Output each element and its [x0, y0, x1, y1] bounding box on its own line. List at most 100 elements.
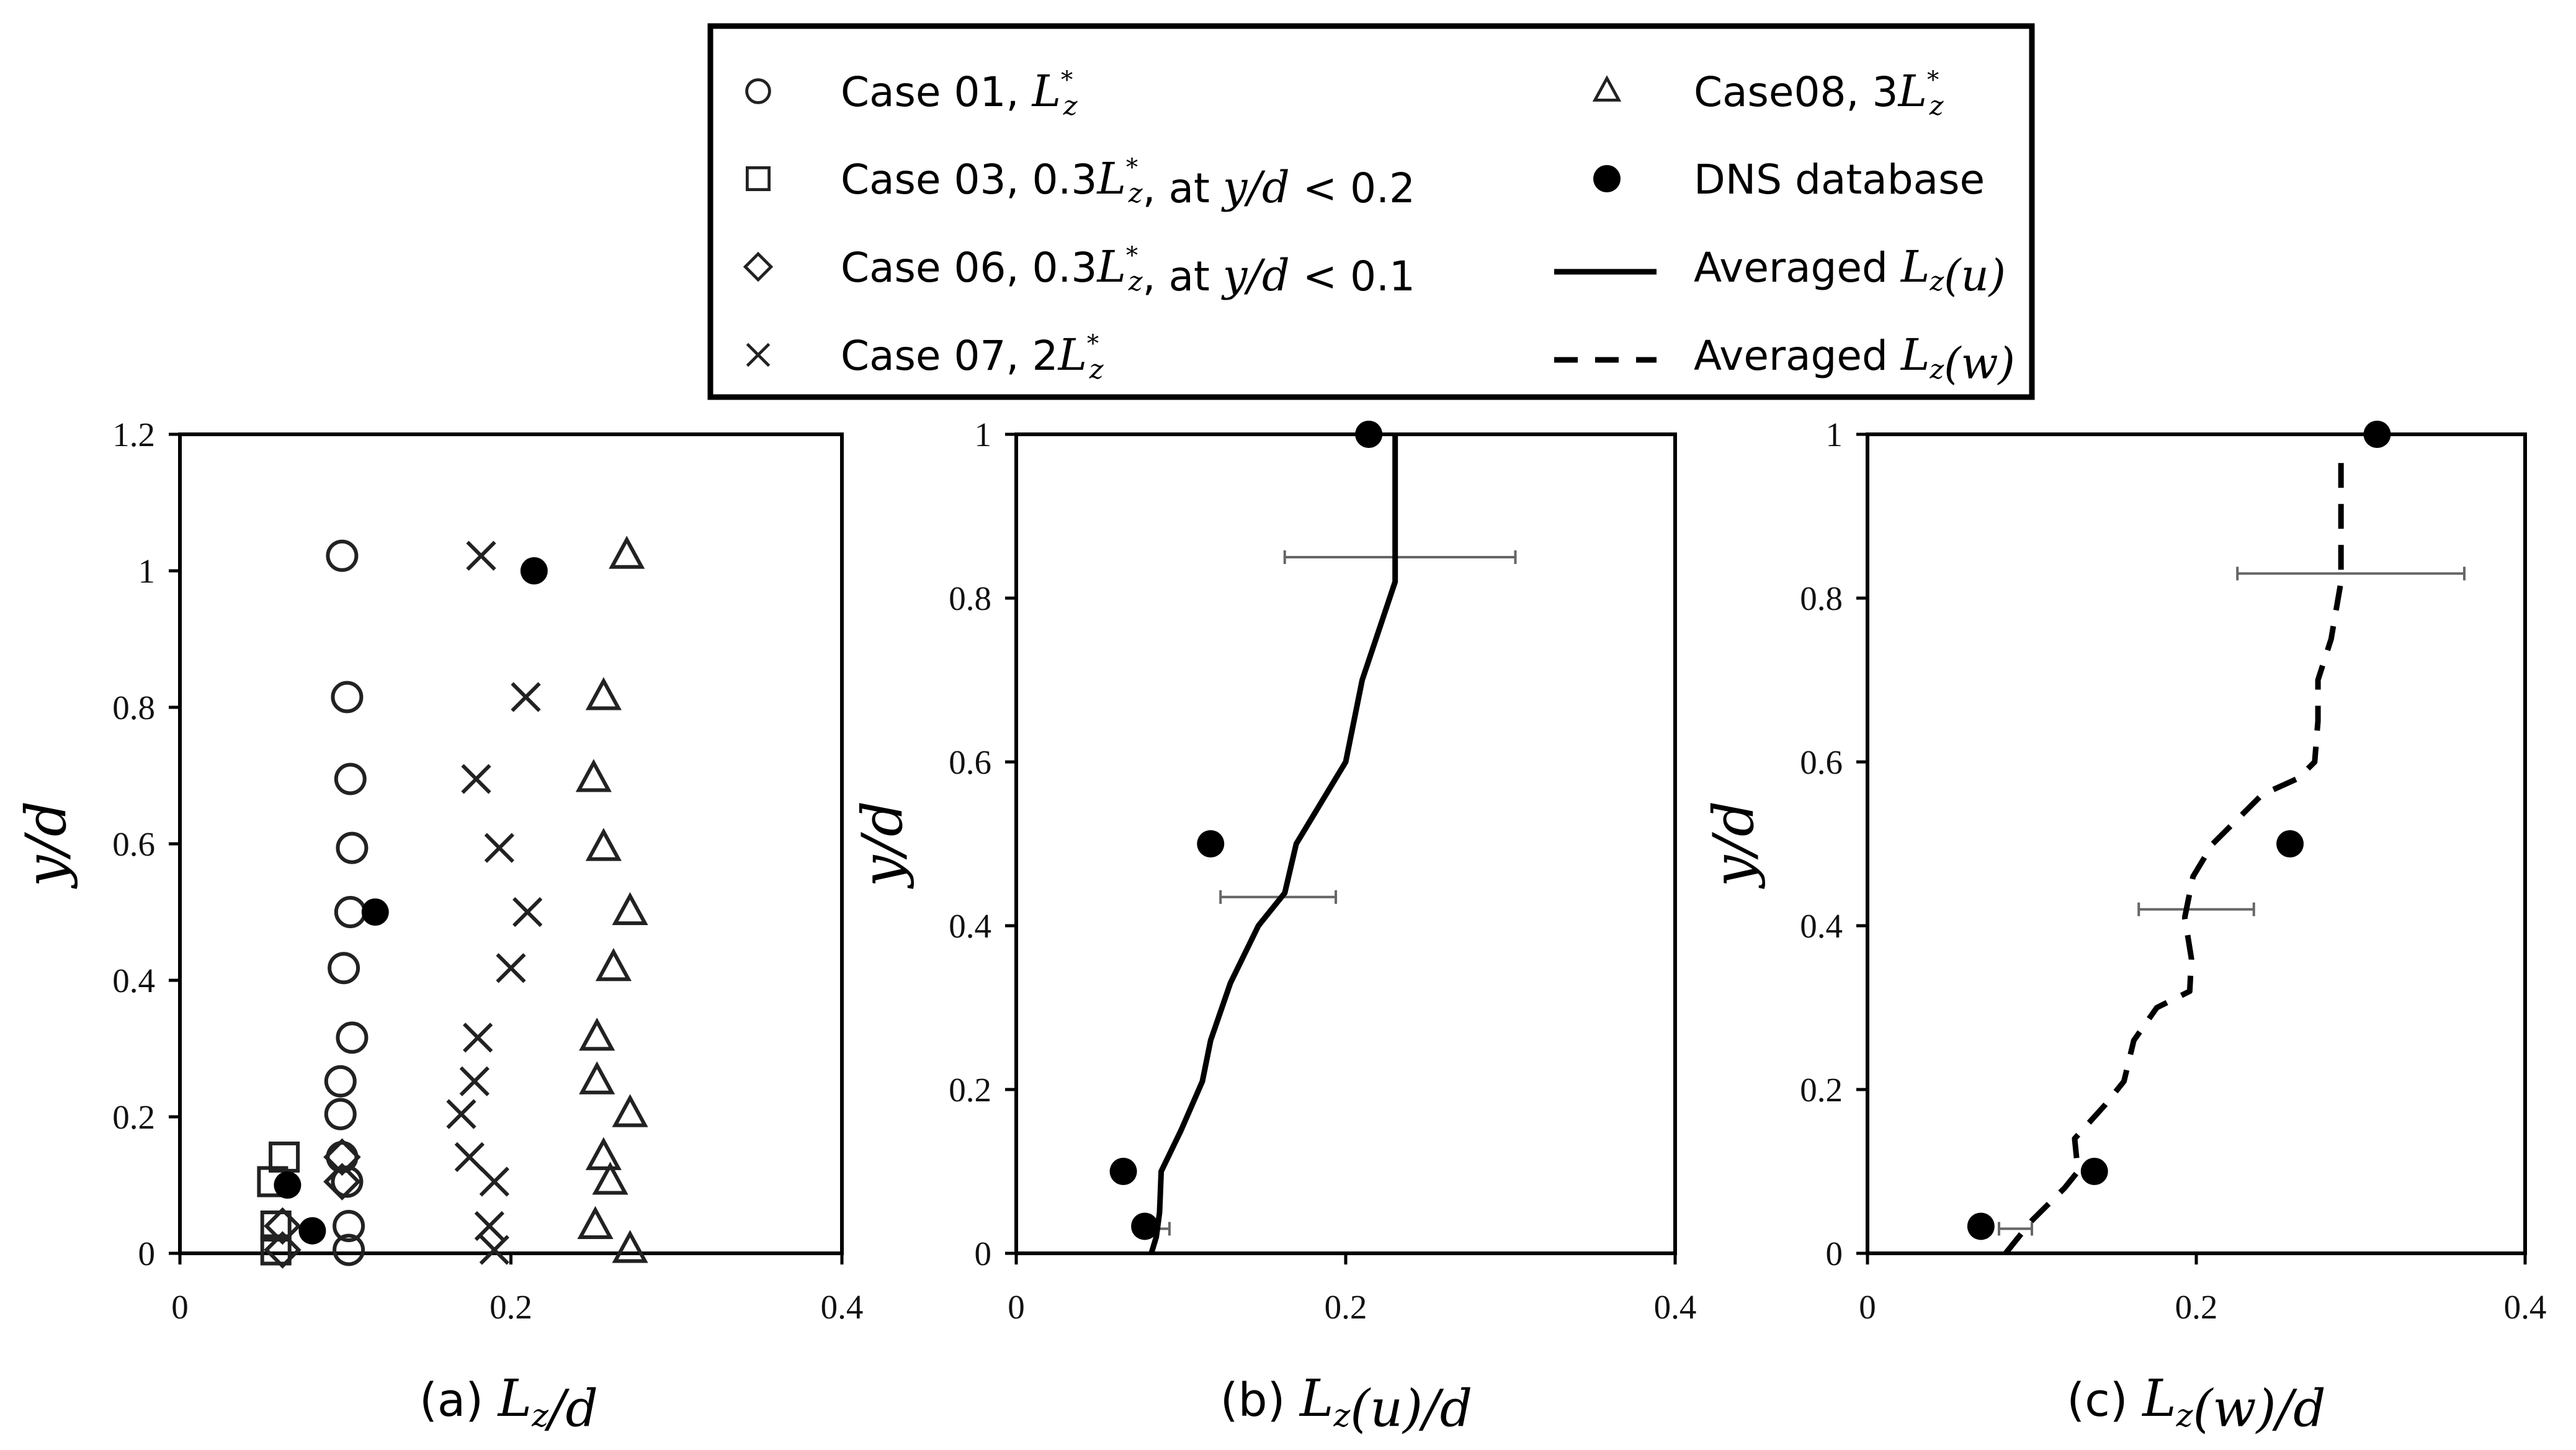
data-point [461, 764, 491, 794]
data-point [612, 1094, 648, 1127]
data-point [577, 1206, 614, 1239]
data-point [333, 1210, 365, 1242]
y-tick-label: 0.8 [112, 689, 155, 727]
y-tick-label: 0.8 [949, 580, 991, 617]
y-tick-label: 0 [1826, 1235, 1843, 1273]
legend-label: DNS database [1694, 156, 1985, 204]
data-point [326, 539, 359, 572]
data-point [1355, 421, 1383, 448]
data-point [2276, 830, 2304, 857]
data-point [1967, 1212, 1995, 1240]
data-point [334, 896, 367, 928]
data-point [331, 681, 364, 714]
data-point [324, 1098, 357, 1130]
y-tick-label: 0.8 [1800, 580, 1843, 617]
data-point [2080, 1158, 2108, 1185]
panel-a: 0 0.2 0.4 0.6 0.8 1 1.2 0 0.2 0.4 y/d (a) Lz/d [14, 416, 863, 1438]
panel-b: 0 0.2 0.4 0.6 0.8 1 0 0.2 0.4 y/d (b) Lz(u)/d [850, 416, 1696, 1438]
legend-item: Case08, 3L* z [1592, 66, 1944, 122]
y-tick-label: 1 [1826, 416, 1843, 454]
legend-label: Case 01, L* z [841, 66, 1078, 122]
data-point [479, 1166, 509, 1197]
data-point [609, 535, 645, 569]
data-point [484, 833, 514, 863]
series-cross [446, 540, 543, 1265]
y-tick-label: 1 [975, 416, 992, 454]
y-tick-label: 0 [975, 1235, 992, 1273]
data-point [334, 763, 367, 795]
series-dot-filled [274, 557, 548, 1245]
data-point [264, 1207, 302, 1245]
data-point [466, 540, 496, 571]
x-tick-label: 0.4 [821, 1288, 864, 1326]
legend: Case 01, L* z Case 03, 0.3L* z, at y/d < 0.… [707, 23, 2035, 400]
y-tick-label: 0 [138, 1235, 156, 1273]
data-point [328, 952, 360, 985]
data-point [1131, 1212, 1159, 1240]
series-dot-filled [1967, 421, 2391, 1240]
legend-item: Case 07, 2L* z [746, 329, 1104, 385]
y-tick-label: 0.6 [1800, 743, 1843, 781]
data-point [264, 1231, 302, 1269]
legend-marker [746, 342, 771, 367]
data-point [595, 947, 632, 982]
data-point [585, 828, 622, 861]
data-point [454, 1142, 485, 1173]
data-point [463, 1023, 493, 1053]
data-point [2363, 421, 2391, 448]
data-point [324, 1065, 357, 1098]
legend-label: Case 06, 0.3L* z, at y/d < 0.1 [841, 241, 1415, 301]
y-tick-label: 0.4 [949, 907, 991, 945]
legend-item: Averaged Lz(u) [1554, 241, 2006, 301]
data-point [585, 1137, 622, 1170]
panel-caption: (a) Lz/d [419, 1369, 598, 1438]
panel-caption: (b) Lz(u)/d [1220, 1369, 1472, 1438]
y-axis-label: y/d [14, 801, 79, 890]
data-point [336, 831, 369, 864]
data-point [459, 1066, 490, 1096]
y-tick-label: 0.2 [1800, 1071, 1843, 1109]
data-point [579, 1018, 615, 1051]
error-bar [1998, 1222, 2033, 1236]
legend-label: Averaged Lz(w) [1694, 329, 2015, 389]
data-point [336, 1021, 369, 1054]
legend-label: Case 03, 0.3L* z, at y/d < 0.2 [841, 153, 1415, 213]
data-point [323, 1163, 361, 1201]
y-tick-label: 0.6 [112, 825, 155, 863]
data-point [575, 759, 612, 792]
data-point [496, 953, 526, 983]
data-point [323, 1138, 361, 1176]
plot-frame [1866, 432, 2527, 1255]
data-point [361, 898, 389, 926]
data-point [474, 1211, 504, 1242]
data-point [512, 897, 543, 928]
legend-item: Averaged Lz(w) [1554, 329, 2015, 389]
data-point [298, 1217, 326, 1245]
data-point [520, 557, 548, 584]
x-tick-label: 0.2 [1325, 1288, 1367, 1326]
data-point [612, 892, 648, 925]
plot-frame [178, 432, 844, 1255]
y-tick-label: 0.2 [112, 1098, 155, 1136]
panel-caption: (c) Lz(w)/d [2067, 1369, 2325, 1438]
legend-item: DNS database [1593, 156, 1985, 204]
y-axis-label: y/d [850, 801, 915, 890]
x-tick-label: 0 [1859, 1288, 1876, 1326]
data-point [1109, 1158, 1137, 1185]
data-point [333, 1233, 365, 1266]
data-point [479, 1235, 509, 1265]
y-tick-label: 0.4 [112, 962, 155, 1000]
data-point [1197, 830, 1225, 857]
legend-item: Case 03, 0.3L* z, at y/d < 0.2 [745, 153, 1415, 213]
data-point [612, 1230, 648, 1263]
x-tick-label: 0 [171, 1288, 189, 1326]
data-point [274, 1171, 302, 1199]
y-tick-label: 1.2 [112, 416, 155, 454]
data-point [585, 677, 622, 710]
legend-label: Case 07, 2L* z [841, 329, 1104, 385]
y-tick-label: 0.4 [1800, 907, 1843, 945]
data-point [446, 1099, 476, 1129]
averaged-line-dashed [2003, 450, 2344, 1255]
data-point [511, 682, 541, 712]
